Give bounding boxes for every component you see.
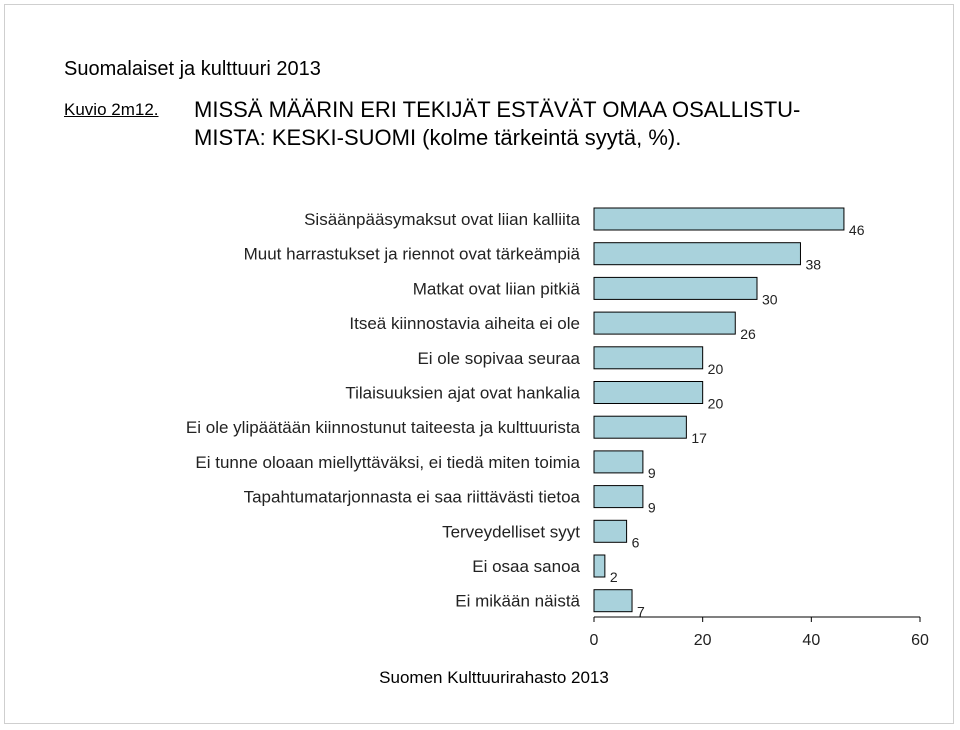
data-label: 2 bbox=[610, 569, 618, 585]
bar bbox=[593, 381, 704, 404]
data-label: 6 bbox=[632, 534, 640, 550]
data-label: 26 bbox=[740, 326, 756, 342]
category-label: Tilaisuuksien ajat ovat hankalia bbox=[345, 384, 580, 403]
bar bbox=[593, 589, 633, 613]
bar bbox=[593, 450, 644, 474]
bar bbox=[593, 485, 644, 509]
data-label: 46 bbox=[849, 222, 865, 238]
bar bbox=[593, 415, 687, 439]
x-tick-label: 0 bbox=[590, 632, 599, 649]
category-label: Ei osaa sanoa bbox=[472, 557, 580, 576]
category-label: Ei ole ylipäätään kiinnostunut taiteesta… bbox=[186, 418, 581, 437]
category-label: Tapahtumatarjonnasta ei saa riittävästi … bbox=[244, 488, 581, 507]
bar bbox=[593, 519, 628, 543]
x-tick-label: 40 bbox=[802, 632, 820, 649]
bar bbox=[593, 311, 736, 335]
x-tick-label: 20 bbox=[694, 632, 712, 649]
data-label: 30 bbox=[762, 291, 778, 307]
bar bbox=[593, 276, 758, 300]
bar bbox=[593, 242, 801, 266]
bar bbox=[593, 207, 845, 231]
category-label: Itseä kiinnostavia aiheita ei ole bbox=[349, 314, 580, 333]
source-text: Suomen Kulttuurirahasto 2013 bbox=[379, 668, 609, 687]
figure-frame bbox=[4, 4, 954, 724]
data-label: 9 bbox=[648, 465, 656, 481]
category-label: Terveydelliset syyt bbox=[442, 522, 580, 541]
data-label: 9 bbox=[648, 500, 656, 516]
x-tick-label: 60 bbox=[911, 632, 929, 649]
data-label: 7 bbox=[637, 604, 645, 620]
category-label: Ei mikään näistä bbox=[455, 592, 580, 611]
category-label: Sisäänpääsymaksut ovat liian kalliita bbox=[304, 210, 580, 229]
bar bbox=[593, 554, 606, 578]
figure-title: MISSÄ MÄÄRIN ERI TEKIJÄT ESTÄVÄT OMAA OS… bbox=[194, 97, 801, 150]
data-label: 20 bbox=[708, 396, 724, 412]
category-label: Matkat ovat liian pitkiä bbox=[413, 279, 581, 298]
category-label: Ei tunne oloaan miellyttäväksi, ei tiedä… bbox=[195, 453, 580, 472]
figure-id: Kuvio 2m12. bbox=[64, 100, 159, 119]
document-title: Suomalaiset ja kulttuuri 2013 bbox=[64, 58, 321, 80]
bar bbox=[593, 346, 704, 370]
data-label: 38 bbox=[805, 257, 821, 273]
data-label: 20 bbox=[708, 361, 724, 377]
source-note: Suomen Kulttuurirahasto 2013 bbox=[0, 668, 960, 688]
category-label: Muut harrastukset ja riennot ovat tärkeä… bbox=[244, 245, 581, 264]
data-label: 17 bbox=[691, 430, 707, 446]
category-label: Ei ole sopivaa seuraa bbox=[417, 349, 580, 368]
